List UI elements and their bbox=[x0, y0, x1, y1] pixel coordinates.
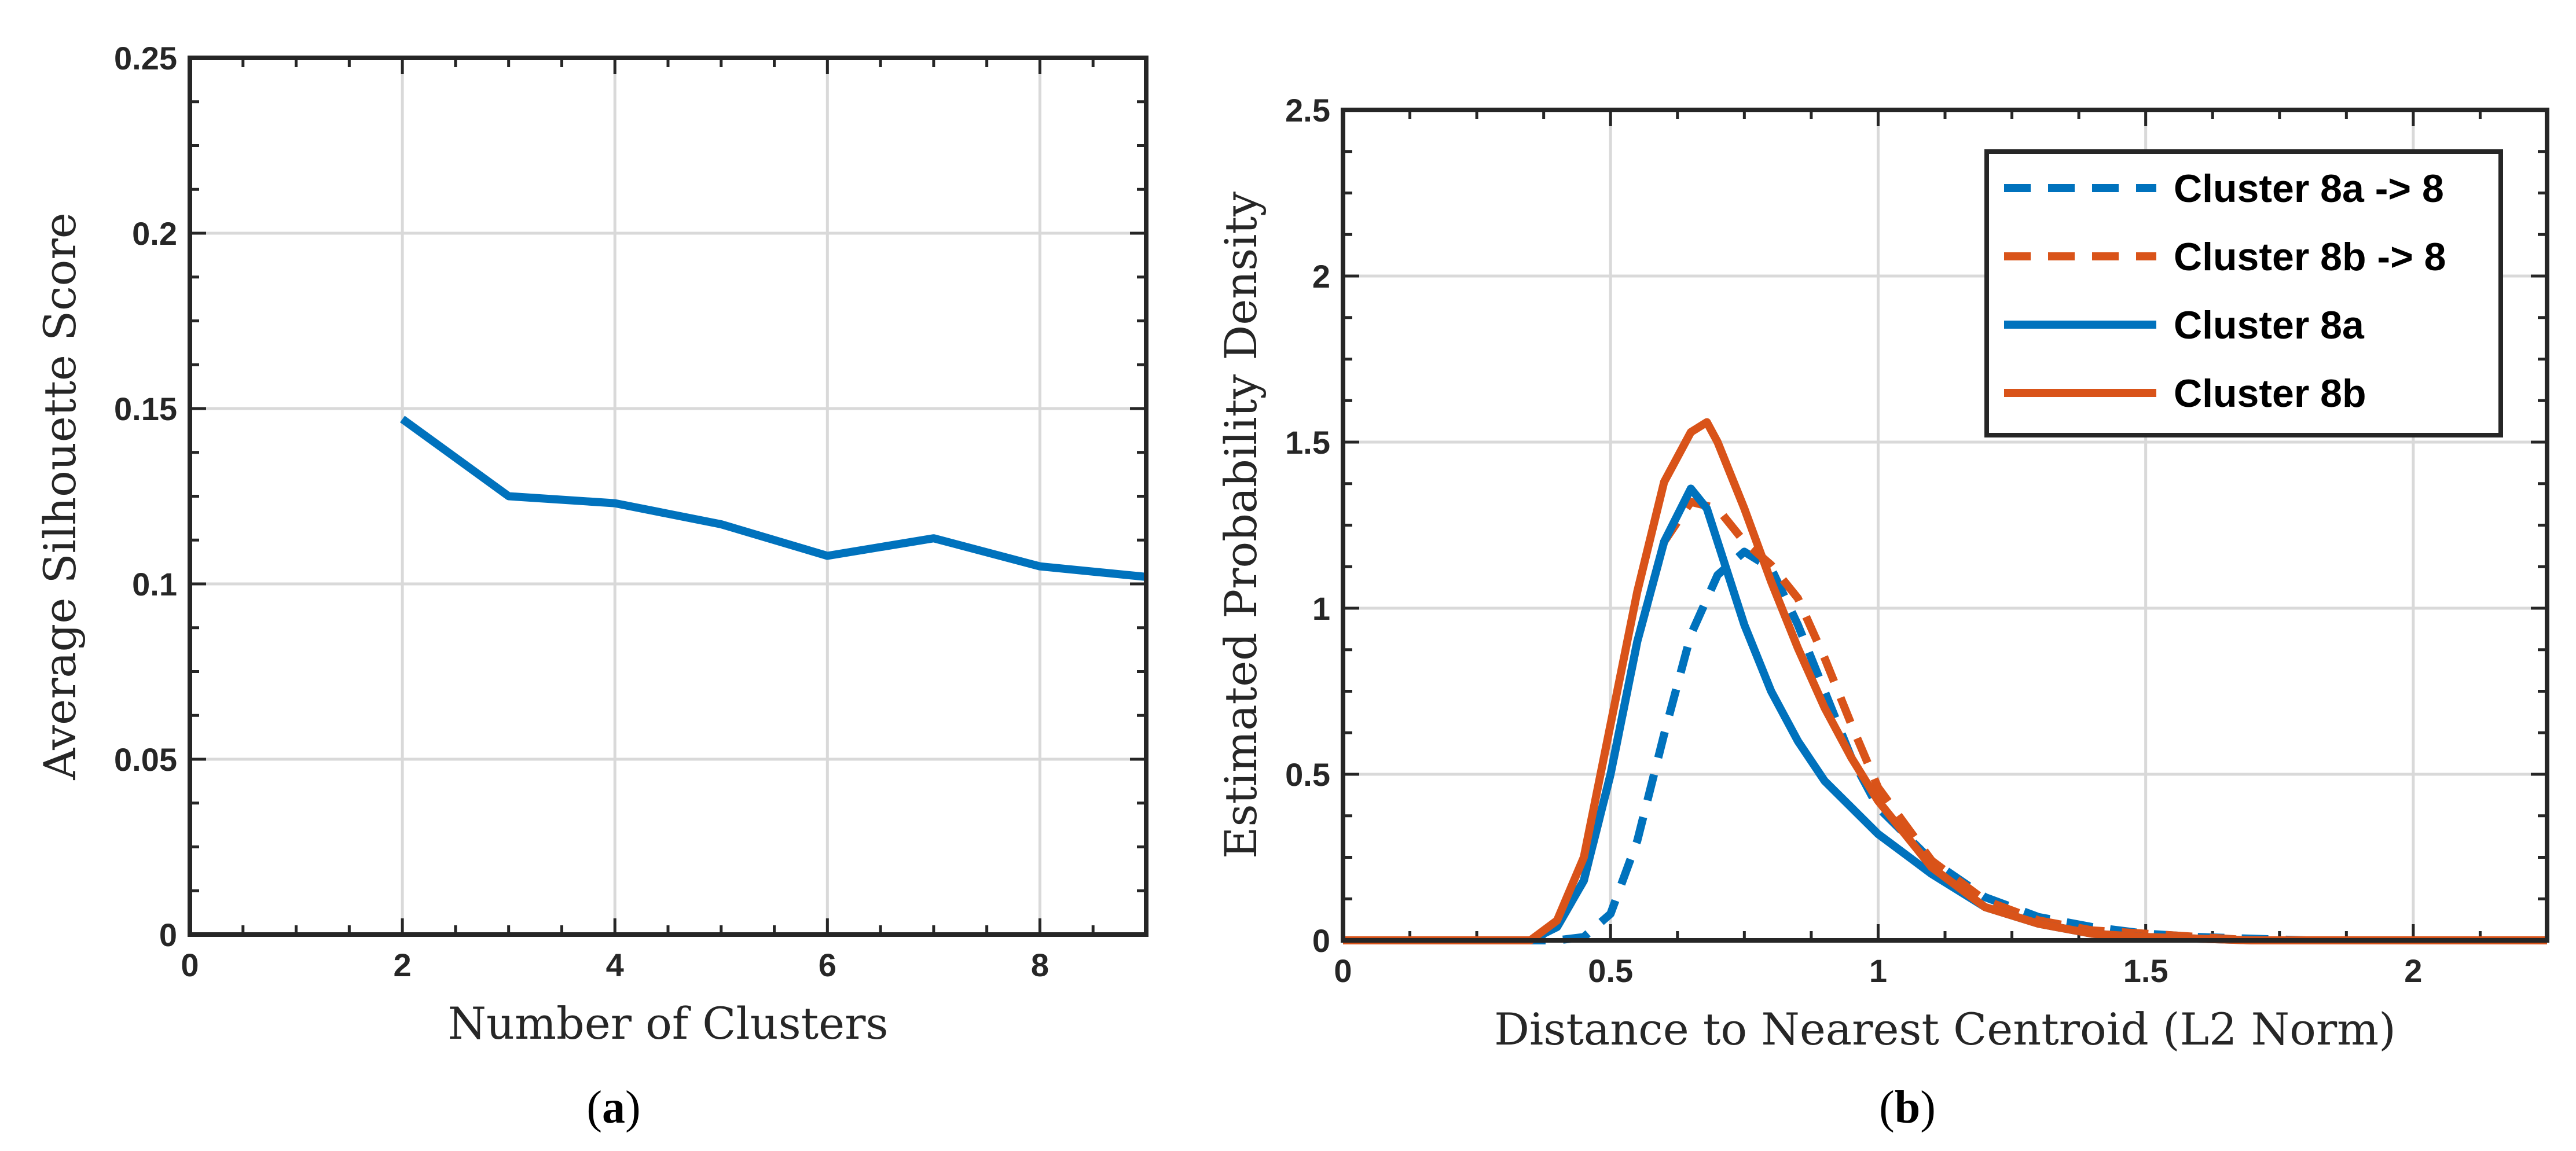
x-tick-label: 6 bbox=[819, 947, 836, 983]
x-axis-label: Number of Clusters bbox=[448, 998, 889, 1049]
legend: Cluster 8a -> 8 Cluster 8b -> 8 Cluster 8a… bbox=[1984, 149, 2503, 437]
x-tick-label: 0 bbox=[1334, 953, 1352, 989]
y-tick-label: 1 bbox=[1312, 590, 1330, 627]
plot-frame bbox=[1341, 108, 2549, 943]
plot-frame bbox=[188, 56, 1148, 937]
legend-entry-label: Cluster 8b -> 8 bbox=[2174, 235, 2446, 279]
legend-entry-label: Cluster 8a bbox=[2174, 303, 2365, 347]
x-axis-label: Distance to Nearest Centroid (L2 Norm) bbox=[1494, 1003, 2396, 1055]
y-axis-label: Average Silhouette Score bbox=[34, 212, 86, 780]
x-tick-label: 2 bbox=[2404, 953, 2422, 989]
y-tick-label: 0.1 bbox=[132, 566, 177, 602]
y-tick-label: 0.5 bbox=[1285, 756, 1330, 793]
y-axis-label: Estimated Probability Density bbox=[1215, 192, 1267, 859]
y-tick-label: 0.15 bbox=[114, 391, 177, 427]
y-tick-label: 1.5 bbox=[1285, 424, 1330, 461]
legend-box bbox=[1984, 149, 2503, 437]
x-tick-label: 1 bbox=[1869, 953, 1887, 989]
series-line-cluster-8b bbox=[1343, 418, 2547, 944]
x-tick-label: 1.5 bbox=[2123, 953, 2168, 989]
panel-label-a: (a) bbox=[586, 1082, 640, 1133]
y-tick-label: 0.2 bbox=[132, 215, 177, 252]
y-tick-label: 2.5 bbox=[1285, 92, 1330, 128]
y-tick-label: 2 bbox=[1312, 258, 1330, 295]
legend-entry-label: Cluster 8a -> 8 bbox=[2174, 167, 2444, 211]
series-line-cluster-8a-8 bbox=[1343, 547, 2547, 944]
y-tick-label: 0.25 bbox=[114, 40, 177, 76]
y-tick-label: 0.05 bbox=[114, 741, 177, 778]
x-tick-label: 2 bbox=[394, 947, 412, 983]
panel-label-b: (b) bbox=[1879, 1082, 1936, 1133]
chart-b-density: 0 0.5 1 1.5 2 0 0.5 1 1.5 2 2.5 Distance to Nearest… bbox=[1215, 92, 2549, 1055]
x-tick-label: 4 bbox=[606, 947, 624, 983]
chart-a-silhouette: 0 2 4 6 8 0 0.05 0.1 0.15 0.2 0.25 Number of Cluste… bbox=[34, 40, 1148, 1049]
y-tick-label: 0 bbox=[159, 917, 177, 953]
y-tick-label: 0 bbox=[1312, 922, 1330, 959]
x-tick-label: 0.5 bbox=[1588, 953, 1633, 989]
series-line-silhouette bbox=[399, 415, 1147, 581]
x-tick-label: 8 bbox=[1031, 947, 1049, 983]
legend-entry-label: Cluster 8b bbox=[2174, 372, 2366, 415]
x-tick-label: 0 bbox=[181, 947, 199, 983]
